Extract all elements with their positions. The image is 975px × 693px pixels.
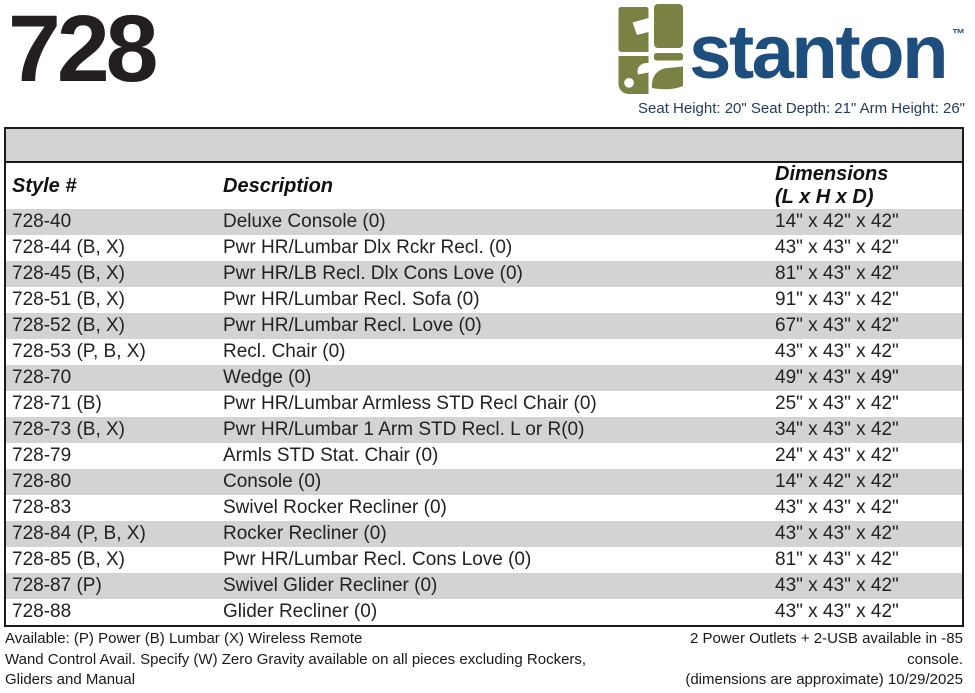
dimensions-cell: 43" x 43" x 42" (775, 575, 899, 596)
style-cell: 728-51 (B, X) (12, 289, 125, 310)
table-header-row: Style # Description Dimensions (L x H x … (5, 162, 964, 209)
dimensions-cell: 43" x 43" x 42" (775, 601, 899, 622)
style-cell: 728-80 (12, 471, 72, 492)
description-cell: Swivel Rocker Recliner (0) (223, 497, 447, 518)
style-cell: 728-44 (B, X) (12, 237, 125, 258)
footnote-line: console. (907, 650, 963, 668)
dimensions-cell: 25" x 43" x 42" (775, 393, 899, 414)
description-cell: Glider Recliner (0) (223, 601, 378, 622)
style-cell: 728-70 (12, 367, 72, 388)
dimensions-cell: 43" x 43" x 42" (775, 497, 899, 518)
column-header-style: Style # (5, 162, 223, 209)
table-row: 728-44 (B, X) Pwr HR/Lumbar Dlx Rckr Recl… (5, 235, 964, 261)
style-cell: 728-52 (B, X) (12, 315, 125, 336)
footnote-line: Gliders and Manual (5, 671, 136, 689)
table-row: 728-40 Deluxe Console (0) 14" x 42" x 42" (5, 209, 964, 235)
column-header-description: Description (223, 162, 771, 209)
table-row: 728-87 (P) Swivel Glider Recliner (0) 43" … (5, 573, 964, 599)
description-cell: Pwr HR/Lumbar Dlx Rckr Recl. (0) (223, 237, 513, 258)
footnote-line: Wand Control Avail. Specify (W) Zero Gra… (5, 650, 587, 668)
description-cell: Pwr HR/Lumbar 1 Arm STD Recl. L or R(0) (223, 419, 585, 440)
footnote-line: Available: (P) Power (B) Lumbar (X) Wire… (5, 630, 363, 647)
description-cell: Pwr HR/Lumbar Armless STD Recl Chair (0) (223, 393, 597, 414)
spec-table-body: 728-40 Deluxe Console (0) 14" x 42" x 42" 7… (5, 209, 964, 626)
dimensions-cell: 91" x 43" x 42" (775, 289, 899, 310)
seat-specs-line: Seat Height: 20" Seat Depth: 21" Arm Hei… (638, 100, 965, 117)
dimensions-cell: 49" x 43" x 49" (775, 367, 899, 388)
style-cell: 728-53 (P, B, X) (12, 341, 146, 362)
footnote-line: (dimensions are approximate) 10/29/2025 (685, 671, 963, 689)
dimensions-cell: 67" x 43" x 42" (775, 315, 899, 336)
table-row: 728-80 Console (0) 14" x 42" x 42" (5, 469, 964, 495)
description-cell: Pwr HR/Lumbar Recl. Sofa (0) (223, 289, 480, 310)
dimensions-cell: 34" x 43" x 42" (775, 419, 899, 440)
table-row: 728-53 (P, B, X) Recl. Chair (0) 43" x 43"… (5, 339, 964, 365)
stanton-logo-icon (618, 4, 684, 94)
style-cell: 728-79 (12, 445, 72, 466)
footnotes: Available: (P) Power (B) Lumbar (X) Wire… (5, 629, 963, 691)
style-cell: 728-85 (B, X) (12, 549, 125, 570)
style-cell: 728-84 (P, B, X) (12, 523, 146, 544)
table-row: 728-45 (B, X) Pwr HR/LB Recl. Dlx Cons Lo… (5, 261, 964, 287)
dimensions-header-line2: (L x H x D) (775, 186, 874, 208)
table-row: 728-85 (B, X) Pwr HR/Lumbar Recl. Cons Lo… (5, 547, 964, 573)
description-cell: Armls STD Stat. Chair (0) (223, 445, 439, 466)
brand-wordmark: stanton (689, 9, 948, 95)
description-cell: Recl. Chair (0) (223, 341, 346, 362)
table-row: 728-71 (B) Pwr HR/Lumbar Armless STD Recl… (5, 391, 964, 417)
description-cell: Pwr HR/Lumbar Recl. Cons Love (0) (223, 549, 532, 570)
dimensions-cell: 43" x 43" x 42" (775, 341, 899, 362)
dimensions-cell: 43" x 43" x 42" (775, 237, 899, 258)
trademark-symbol: ™ (952, 26, 965, 41)
dimensions-cell: 81" x 43" x 42" (775, 263, 899, 284)
brand-block: stanton ™ Seat Height: 20" Seat Depth: 2… (617, 4, 965, 117)
description-cell: Rocker Recliner (0) (223, 523, 387, 544)
table-row: 728-73 (B, X) Pwr HR/Lumbar 1 Arm STD Rec… (5, 417, 964, 443)
table-row: 728-84 (P, B, X) Rocker Recliner (0) 43" x… (5, 521, 964, 547)
style-cell: 728-87 (P) (12, 575, 102, 596)
table-row: 728-83 Swivel Rocker Recliner (0) 43" x 43… (5, 495, 964, 521)
style-cell: 728-83 (12, 497, 72, 518)
spec-table: Style # Description Dimensions (L x H x … (4, 127, 965, 627)
dimensions-header-line1: Dimensions (775, 163, 889, 185)
footnote-line: 2 Power Outlets + 2-USB available in -85 (689, 630, 963, 647)
style-cell: 728-45 (B, X) (12, 263, 125, 284)
dimensions-cell: 24" x 43" x 42" (775, 445, 899, 466)
table-row: 728-51 (B, X) Pwr HR/Lumbar Recl. Sofa (0… (5, 287, 964, 313)
dimensions-cell: 43" x 43" x 42" (775, 523, 899, 544)
table-row: 728-88 Glider Recliner (0) 43" x 43" x 42" (5, 599, 964, 626)
description-cell: Pwr HR/Lumbar Recl. Love (0) (223, 315, 482, 336)
style-cell: 728-88 (12, 601, 72, 622)
table-row: 728-70 Wedge (0) 49" x 43" x 49" (5, 365, 964, 391)
dimensions-cell: 81" x 43" x 42" (775, 549, 899, 570)
dimensions-cell: 14" x 42" x 42" (775, 211, 899, 232)
description-cell: Pwr HR/LB Recl. Dlx Cons Love (0) (223, 263, 523, 284)
stanton-logo: stanton ™ (617, 4, 965, 96)
table-row: 728-79 Armls STD Stat. Chair (0) 24" x 43"… (5, 443, 964, 469)
description-cell: Console (0) (223, 471, 322, 492)
style-cell: 728-73 (B, X) (12, 419, 125, 440)
column-header-dimensions: Dimensions (L x H x D) (771, 162, 964, 209)
table-top-band (5, 128, 964, 163)
table-row: 728-52 (B, X) Pwr HR/Lumbar Recl. Love (0… (5, 313, 964, 339)
description-cell: Wedge (0) (223, 367, 312, 388)
description-cell: Swivel Glider Recliner (0) (223, 575, 438, 596)
footnote-options: 2 Power Outlets + 2-USB available in -85… (685, 629, 963, 691)
description-cell: Deluxe Console (0) (223, 211, 386, 232)
style-cell: 728-71 (B) (12, 393, 102, 414)
footnote-availability: Available: (P) Power (B) Lumbar (X) Wire… (5, 629, 586, 691)
dimensions-cell: 14" x 42" x 42" (775, 471, 899, 492)
model-number: 728 (8, 0, 159, 102)
style-cell: 728-40 (12, 211, 72, 232)
